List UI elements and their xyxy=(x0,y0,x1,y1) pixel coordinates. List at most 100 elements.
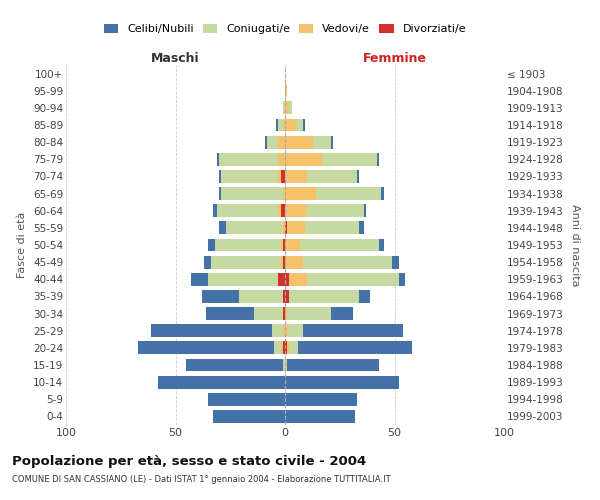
Bar xyxy=(217,204,278,217)
Bar xyxy=(283,222,285,234)
Bar xyxy=(283,324,285,337)
Bar xyxy=(202,290,239,303)
Bar xyxy=(278,204,281,217)
Bar xyxy=(302,118,305,132)
Bar xyxy=(285,307,287,320)
Bar xyxy=(204,256,211,268)
Bar xyxy=(274,342,281,354)
Bar xyxy=(283,290,285,303)
Bar xyxy=(287,342,289,354)
Bar xyxy=(382,187,383,200)
Bar xyxy=(211,256,281,268)
Bar xyxy=(285,204,307,217)
Y-axis label: Fasce di età: Fasce di età xyxy=(17,212,28,278)
Bar xyxy=(138,342,274,354)
Y-axis label: Anni di nascita: Anni di nascita xyxy=(570,204,580,286)
Bar xyxy=(285,102,289,114)
Bar xyxy=(281,256,283,268)
Bar xyxy=(281,342,283,354)
Bar xyxy=(377,153,379,166)
Bar xyxy=(285,410,355,423)
Bar xyxy=(208,393,285,406)
Bar xyxy=(285,153,322,166)
Bar xyxy=(221,170,278,183)
Bar xyxy=(208,238,215,252)
Bar xyxy=(217,153,220,166)
Bar xyxy=(313,136,331,148)
Bar xyxy=(301,238,379,252)
Bar xyxy=(285,290,289,303)
Bar xyxy=(331,136,333,148)
Bar xyxy=(283,118,285,132)
Bar xyxy=(283,187,285,200)
Bar xyxy=(392,256,399,268)
Bar xyxy=(322,153,377,166)
Bar xyxy=(289,102,292,114)
Bar xyxy=(283,342,285,354)
Bar xyxy=(220,187,221,200)
Bar xyxy=(285,342,287,354)
Bar xyxy=(285,273,289,285)
Bar xyxy=(331,307,353,320)
Bar xyxy=(287,222,305,234)
Bar xyxy=(289,290,359,303)
Bar xyxy=(298,342,412,354)
Bar xyxy=(287,307,331,320)
Bar xyxy=(283,307,285,320)
Bar xyxy=(379,238,383,252)
Bar xyxy=(285,358,287,372)
Bar xyxy=(285,324,287,337)
Bar xyxy=(285,222,287,234)
Bar xyxy=(359,222,364,234)
Bar xyxy=(213,204,217,217)
Bar xyxy=(206,307,254,320)
Bar xyxy=(285,84,287,97)
Bar xyxy=(285,187,316,200)
Bar xyxy=(213,410,285,423)
Bar xyxy=(357,170,359,183)
Bar xyxy=(305,222,359,234)
Bar xyxy=(302,256,392,268)
Bar xyxy=(158,376,285,388)
Bar xyxy=(283,256,285,268)
Bar xyxy=(220,153,278,166)
Bar xyxy=(265,136,268,148)
Bar xyxy=(221,187,283,200)
Bar xyxy=(220,170,221,183)
Bar xyxy=(302,324,403,337)
Bar xyxy=(278,153,285,166)
Bar xyxy=(281,238,283,252)
Text: Popolazione per età, sesso e stato civile - 2004: Popolazione per età, sesso e stato civil… xyxy=(12,455,366,468)
Bar xyxy=(289,342,298,354)
Bar xyxy=(307,273,399,285)
Bar xyxy=(239,290,283,303)
Bar xyxy=(307,204,364,217)
Bar xyxy=(208,273,278,285)
Bar xyxy=(281,204,285,217)
Bar xyxy=(283,102,285,114)
Bar xyxy=(272,324,283,337)
Bar xyxy=(285,170,307,183)
Bar xyxy=(268,136,278,148)
Bar xyxy=(187,358,283,372)
Legend: Celibi/Nubili, Coniugati/e, Vedovi/e, Divorziati/e: Celibi/Nubili, Coniugati/e, Vedovi/e, Di… xyxy=(104,24,466,34)
Bar xyxy=(285,136,313,148)
Bar xyxy=(281,170,285,183)
Bar xyxy=(289,273,307,285)
Bar xyxy=(278,118,283,132)
Bar xyxy=(285,376,399,388)
Bar xyxy=(359,290,370,303)
Bar xyxy=(285,393,357,406)
Bar xyxy=(278,170,281,183)
Bar xyxy=(285,238,301,252)
Bar xyxy=(285,118,296,132)
Bar xyxy=(226,222,283,234)
Bar xyxy=(254,307,283,320)
Bar xyxy=(278,136,285,148)
Bar xyxy=(316,187,382,200)
Bar xyxy=(307,170,357,183)
Text: Femmine: Femmine xyxy=(362,52,427,65)
Text: Maschi: Maschi xyxy=(151,52,200,65)
Bar xyxy=(191,273,208,285)
Bar xyxy=(215,238,281,252)
